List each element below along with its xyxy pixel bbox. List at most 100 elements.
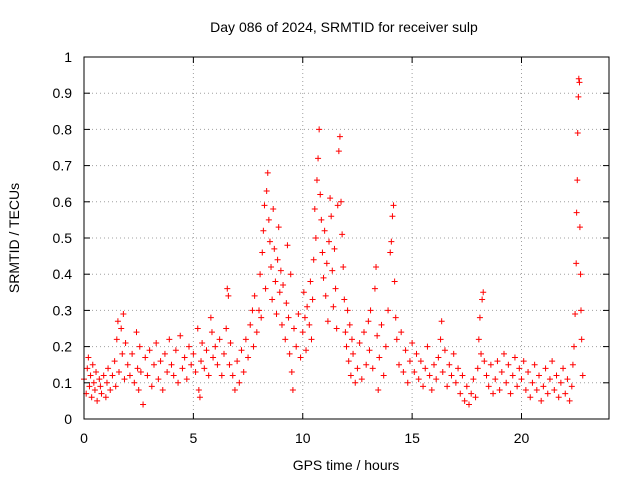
data-point-marker — [216, 336, 223, 343]
data-point-marker — [307, 278, 314, 285]
data-point-marker — [503, 379, 510, 386]
data-point-marker — [225, 292, 232, 299]
data-point-marker — [282, 336, 289, 343]
data-point-marker — [367, 307, 374, 314]
data-point-marker — [251, 292, 258, 299]
data-point-marker — [276, 289, 283, 296]
data-point-marker — [268, 263, 275, 270]
data-point-marker — [159, 387, 166, 394]
data-point-marker — [411, 368, 418, 375]
data-point-marker — [344, 307, 351, 314]
y-tick-label: 0.5 — [53, 230, 73, 246]
data-point-marker — [240, 368, 247, 375]
data-point-marker — [441, 347, 448, 354]
data-point-marker — [333, 325, 340, 332]
data-point-marker — [142, 354, 149, 361]
data-point-marker — [207, 314, 214, 321]
data-point-marker — [579, 372, 586, 379]
data-point-marker — [259, 249, 266, 256]
data-point-marker — [330, 303, 337, 310]
data-point-marker — [317, 191, 324, 198]
data-point-marker — [249, 307, 256, 314]
data-point-marker — [134, 365, 141, 372]
data-point-marker — [516, 365, 523, 372]
data-point-marker — [322, 292, 329, 299]
chart-title: Day 086 of 2024, SRMTID for receiver sul… — [210, 19, 478, 35]
data-points — [81, 75, 586, 408]
data-point-marker — [476, 314, 483, 321]
data-point-marker — [361, 329, 367, 336]
data-point-marker — [505, 361, 512, 368]
data-point-marker — [461, 397, 468, 404]
data-point-marker — [303, 347, 310, 354]
data-point-marker — [459, 372, 466, 379]
data-point-marker — [192, 368, 199, 375]
y-tick-label: 0.4 — [53, 266, 73, 282]
data-point-marker — [402, 347, 409, 354]
data-point-marker — [387, 249, 394, 256]
data-point-marker — [313, 177, 320, 184]
data-point-marker — [250, 343, 257, 350]
data-point-marker — [578, 307, 584, 314]
data-point-marker — [566, 397, 573, 404]
data-point-marker — [481, 358, 488, 365]
data-point-marker — [557, 379, 564, 386]
data-point-marker — [168, 361, 175, 368]
grid-lines — [84, 57, 609, 419]
data-point-marker — [380, 372, 387, 379]
data-point-marker — [137, 368, 144, 375]
data-point-marker — [356, 339, 363, 346]
y-tick-label: 0.7 — [53, 158, 73, 174]
data-point-marker — [283, 300, 290, 307]
y-tick-label: 1 — [64, 49, 72, 65]
data-point-marker — [208, 329, 215, 336]
x-tick-label: 10 — [295, 430, 311, 446]
data-point-marker — [131, 379, 138, 386]
data-point-marker — [164, 368, 171, 375]
data-point-marker — [195, 387, 202, 394]
data-point-marker — [221, 350, 227, 357]
data-point-marker — [177, 332, 184, 339]
data-point-marker — [320, 274, 327, 281]
data-point-marker — [378, 321, 385, 328]
data-point-marker — [576, 79, 583, 86]
data-point-marker — [113, 336, 120, 343]
data-point-marker — [126, 372, 133, 379]
data-point-marker — [573, 260, 580, 267]
data-point-marker — [105, 365, 112, 372]
data-point-marker — [391, 278, 398, 285]
data-point-marker — [492, 376, 499, 383]
data-point-marker — [439, 368, 446, 375]
data-point-marker — [514, 383, 521, 390]
data-point-marker — [231, 387, 238, 394]
data-point-marker — [475, 336, 482, 343]
data-point-marker — [266, 238, 273, 245]
data-point-marker — [400, 368, 407, 375]
data-point-marker — [315, 155, 322, 162]
data-point-marker — [245, 354, 252, 361]
data-point-marker — [135, 387, 142, 394]
data-point-marker — [287, 271, 294, 278]
data-point-marker — [525, 368, 532, 375]
data-point-marker — [100, 372, 107, 379]
data-point-marker — [103, 379, 110, 386]
data-point-marker — [388, 238, 395, 245]
data-point-marker — [374, 332, 381, 339]
y-tick-label: 0 — [64, 411, 72, 427]
data-point-marker — [347, 372, 354, 379]
data-point-marker — [352, 379, 359, 386]
data-point-marker — [98, 390, 105, 397]
data-point-marker — [485, 383, 492, 390]
data-point-marker — [338, 198, 345, 205]
data-point-marker — [568, 383, 575, 390]
data-point-marker — [375, 387, 382, 394]
data-point-marker — [295, 311, 302, 318]
y-tick-label: 0.3 — [53, 302, 73, 318]
data-point-marker — [564, 376, 571, 383]
data-point-marker — [575, 75, 582, 82]
data-point-marker — [574, 177, 581, 184]
data-point-marker — [291, 325, 297, 332]
data-point-marker — [116, 368, 122, 375]
data-point-marker — [544, 390, 551, 397]
data-point-marker — [341, 296, 348, 303]
